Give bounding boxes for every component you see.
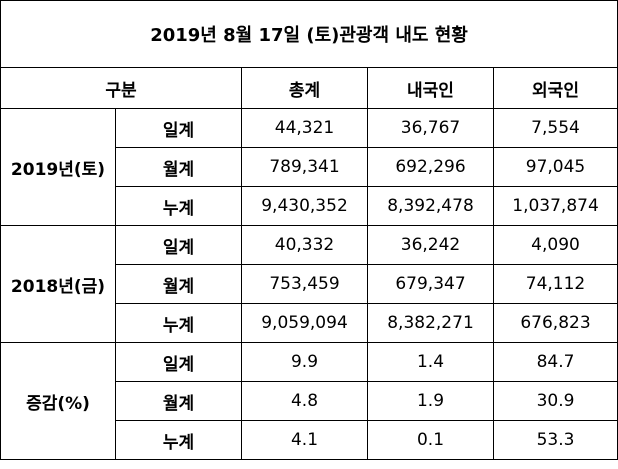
row-label: 월계 [115, 381, 242, 421]
row-label: 일계 [115, 342, 242, 382]
cell: 692,296 [367, 147, 494, 187]
cell: 8,382,271 [367, 303, 494, 343]
cell: 789,341 [241, 147, 368, 187]
row-label: 월계 [115, 147, 242, 187]
cell: 676,823 [492, 303, 618, 343]
cell: 8,392,478 [367, 186, 494, 226]
cell: 44,321 [241, 108, 368, 148]
cell: 1,037,874 [492, 186, 618, 226]
table-row: 2019년 8월 17일 (토)관광객 내도 현황 [0, 0, 618, 68]
cell: 1.4 [367, 342, 494, 382]
row-label: 누계 [115, 303, 242, 343]
cell: 7,554 [492, 108, 618, 148]
cell: 0.1 [367, 420, 494, 460]
column-header: 총계 [241, 67, 368, 109]
table-row: 구분 총계 내국인 외국인 [0, 67, 618, 109]
table-row: 2019년(토) 일계 44,321 36,767 7,554 [0, 108, 618, 226]
table-row: 월계 789,341 692,296 97,045 [1, 147, 618, 187]
cell: 9,059,094 [241, 303, 368, 343]
table-row: 월계 753,459 679,347 74,112 [1, 264, 618, 304]
column-header: 외국인 [492, 67, 618, 109]
cell: 4.8 [241, 381, 368, 421]
cell: 9,430,352 [241, 186, 368, 226]
table-row: 2018년(금) 일계 40,332 36,242 4,090 [0, 225, 618, 343]
cell: 36,767 [367, 108, 494, 148]
cell: 84.7 [492, 342, 618, 382]
row-label: 일계 [115, 225, 242, 265]
cell: 9.9 [241, 342, 368, 382]
title: 2019년 8월 17일 (토)관광객 내도 현황 [0, 0, 618, 68]
cell: 753,459 [241, 264, 368, 304]
cell: 74,112 [492, 264, 618, 304]
cell: 36,242 [367, 225, 494, 265]
header-label: 구분 [0, 67, 242, 109]
row-label: 누계 [115, 186, 242, 226]
column-header: 내국인 [367, 67, 494, 109]
table-row: 월계 4.8 1.9 30.9 [1, 381, 618, 421]
cell: 4.1 [241, 420, 368, 460]
group-label: 2018년(금) [0, 225, 116, 343]
cell: 4,090 [492, 225, 618, 265]
group-label: 증감(%) [0, 342, 116, 460]
table-row: 누계 9,430,352 8,392,478 1,037,874 [1, 186, 618, 226]
table-row: 증감(%) 일계 9.9 1.4 84.7 [0, 342, 618, 460]
group-label: 2019년(토) [0, 108, 116, 226]
cell: 40,332 [241, 225, 368, 265]
table-row: 누계 4.1 0.1 53.3 [1, 420, 618, 460]
row-label: 일계 [115, 108, 242, 148]
cell: 1.9 [367, 381, 494, 421]
row-label: 월계 [115, 264, 242, 304]
cell: 97,045 [492, 147, 618, 187]
row-label: 누계 [115, 420, 242, 460]
cell: 53.3 [492, 420, 618, 460]
table-row: 누계 9,059,094 8,382,271 676,823 [1, 303, 618, 343]
cell: 679,347 [367, 264, 494, 304]
cell: 30.9 [492, 381, 618, 421]
